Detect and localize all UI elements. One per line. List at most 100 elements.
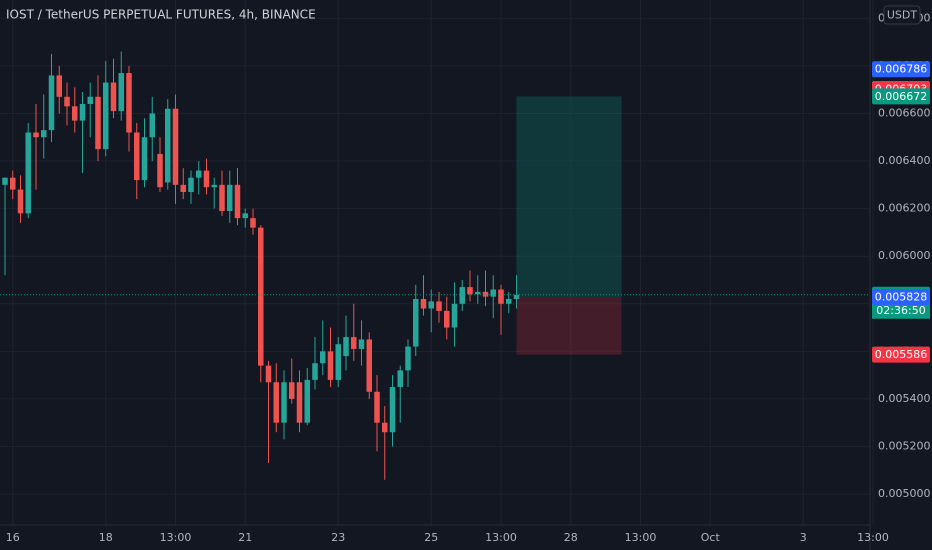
x-tick-label: 3	[800, 531, 807, 544]
candle-body	[490, 289, 496, 297]
candle-body	[211, 184, 217, 188]
candle-body	[188, 177, 194, 192]
candle-body	[281, 382, 287, 423]
candle-body	[413, 299, 419, 347]
countdown-box	[872, 302, 930, 319]
candle-body	[141, 137, 148, 181]
candle-body	[382, 422, 388, 433]
currency[interactable]: USDT	[887, 9, 918, 22]
candle-body	[149, 113, 155, 138]
candle-body	[234, 184, 241, 219]
y-tick-label: 0.005400	[878, 392, 931, 405]
candle-body	[41, 130, 47, 138]
candle-body	[72, 106, 78, 121]
candle-body	[118, 73, 124, 112]
candle-body	[506, 299, 512, 304]
y-tick-label: 0.006600	[878, 106, 931, 119]
candle-body	[64, 96, 70, 107]
currency-box[interactable]	[883, 5, 921, 25]
grid	[0, 0, 874, 525]
candle-body	[10, 177, 16, 190]
candle-body	[273, 382, 279, 423]
candle-body	[33, 132, 39, 138]
candle-body	[219, 184, 225, 211]
x-tick-label: 23	[331, 531, 345, 544]
candle-body	[374, 391, 380, 423]
price-label-box	[872, 289, 930, 306]
candle-body	[250, 218, 256, 228]
y-tick-label: 0.006200	[878, 202, 931, 215]
candle-body	[103, 82, 109, 150]
candle-body	[165, 108, 171, 183]
x-tick-label: 13:00	[857, 531, 889, 544]
x-tick-label: 16	[6, 531, 20, 544]
candle-body	[126, 73, 132, 133]
x-tick-label: 13:00	[160, 531, 192, 544]
candle-body	[467, 287, 473, 295]
y-tick-label: 0.006000	[878, 249, 931, 262]
x-tick-label: 13:00	[485, 531, 517, 544]
y-tick-label: 0.005200	[878, 439, 931, 452]
countdown: 02:36:50	[876, 304, 925, 317]
candle-body	[358, 339, 365, 349]
candle-body	[428, 301, 434, 309]
x-tick-label: Oct	[701, 531, 721, 544]
candle-body	[25, 132, 31, 214]
candle-body	[2, 177, 8, 185]
candle-body	[405, 346, 411, 371]
y-tick-label: 0.005000	[878, 487, 931, 500]
price-label-box	[872, 61, 930, 78]
candle-body	[265, 365, 272, 383]
x-tick-label: 21	[238, 531, 252, 544]
candle-body	[327, 351, 334, 380]
candle-body	[451, 303, 458, 328]
plot	[0, 51, 870, 480]
price-label-box	[872, 346, 930, 363]
target-zone	[516, 96, 622, 298]
candle-body	[498, 289, 504, 304]
price-label: 0.005586	[875, 348, 928, 361]
candle-body	[289, 382, 295, 399]
y-tick-label: 0.006400	[878, 154, 931, 167]
candle-body	[110, 82, 117, 112]
chart-title: IOST / TetherUS PERPETUAL FUTURES, 4h, B…	[6, 8, 316, 22]
candle-body	[436, 301, 442, 311]
candle-body	[351, 337, 357, 349]
candle-body	[95, 96, 101, 150]
candle-body	[180, 184, 186, 192]
candle-body	[482, 291, 489, 297]
candle-body	[444, 310, 450, 328]
x-tick-label: 25	[424, 531, 438, 544]
candle-body	[320, 351, 326, 364]
candle-body	[258, 227, 264, 366]
candle-body	[513, 294, 520, 300]
candle-body	[296, 382, 303, 423]
candle-body	[196, 170, 202, 178]
candle-body	[134, 132, 140, 181]
price-label: 0.005828	[875, 291, 928, 304]
x-tick-label: 28	[564, 531, 578, 544]
candle-body	[304, 379, 310, 423]
candle-body	[203, 170, 210, 188]
candle-body	[335, 344, 341, 380]
price-label: 0.006786	[875, 63, 928, 76]
x-tick-label: 18	[99, 531, 113, 544]
candle-body	[79, 103, 86, 121]
candle-body	[366, 339, 372, 392]
candle-body	[475, 291, 481, 295]
candle-body	[343, 337, 349, 357]
candle-body	[312, 363, 318, 380]
candle-body	[17, 189, 24, 214]
candle-body	[227, 184, 233, 211]
candle-body	[87, 96, 93, 104]
candle-body	[459, 287, 465, 304]
candle-body	[56, 75, 62, 97]
price-label: 0.006672	[875, 90, 928, 103]
candle-body	[397, 370, 403, 388]
candle-body	[389, 387, 396, 433]
candle-body	[172, 108, 179, 185]
candle-body	[242, 213, 248, 219]
